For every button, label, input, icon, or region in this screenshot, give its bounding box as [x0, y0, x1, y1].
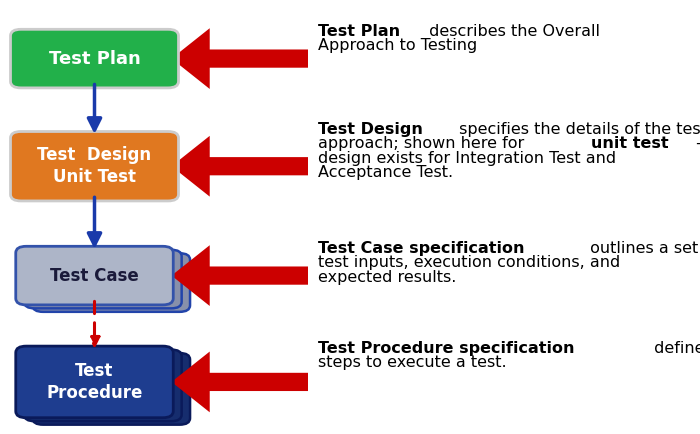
FancyBboxPatch shape — [24, 350, 182, 421]
Polygon shape — [172, 136, 308, 197]
Text: Approach to Testing: Approach to Testing — [318, 38, 477, 53]
Polygon shape — [172, 245, 308, 306]
Text: Test Plan: Test Plan — [48, 49, 141, 68]
Text: design exists for Integration Test and: design exists for Integration Test and — [318, 151, 617, 165]
Text: describes the Overall: describes the Overall — [424, 24, 601, 39]
Text: unit test: unit test — [592, 136, 669, 151]
FancyBboxPatch shape — [24, 250, 182, 308]
FancyBboxPatch shape — [33, 353, 190, 424]
Text: approach; shown here for: approach; shown here for — [318, 136, 530, 151]
FancyBboxPatch shape — [10, 30, 178, 88]
FancyBboxPatch shape — [16, 346, 174, 418]
Polygon shape — [172, 352, 308, 412]
Text: outlines a set of: outlines a set of — [585, 241, 700, 256]
Text: Test  Design
Unit Test: Test Design Unit Test — [37, 146, 152, 186]
Text: Test Plan: Test Plan — [318, 24, 400, 39]
FancyBboxPatch shape — [33, 253, 190, 312]
Text: specifies the details of the test: specifies the details of the test — [454, 122, 700, 137]
Text: – similar: – similar — [692, 136, 700, 151]
Text: Test
Procedure: Test Procedure — [46, 362, 143, 402]
Text: Test Procedure specification: Test Procedure specification — [318, 341, 575, 356]
Polygon shape — [172, 28, 308, 89]
Text: Acceptance Test.: Acceptance Test. — [318, 165, 454, 180]
Text: Test Design: Test Design — [318, 122, 424, 137]
FancyBboxPatch shape — [10, 132, 178, 201]
FancyBboxPatch shape — [16, 247, 174, 305]
Text: defines the: defines the — [650, 341, 700, 356]
Text: expected results.: expected results. — [318, 270, 457, 285]
Text: test inputs, execution conditions, and: test inputs, execution conditions, and — [318, 255, 621, 270]
Text: Test Case specification: Test Case specification — [318, 241, 525, 256]
Text: steps to execute a test.: steps to execute a test. — [318, 355, 507, 370]
Text: Test Case: Test Case — [50, 266, 139, 285]
